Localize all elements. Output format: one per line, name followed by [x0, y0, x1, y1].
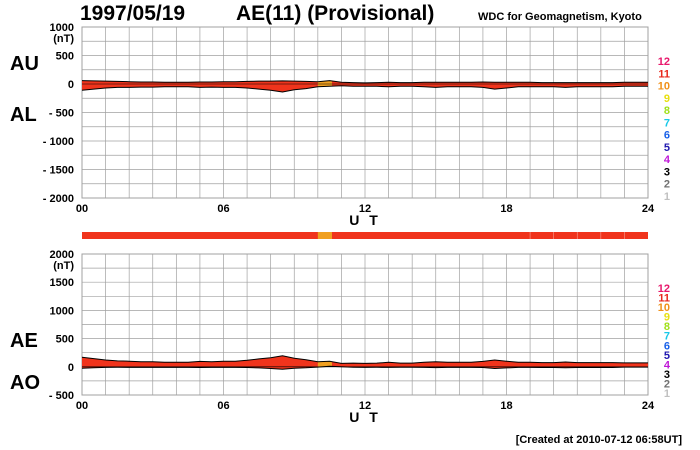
data-source-label: WDC for Geomagnetism, Kyoto — [478, 11, 642, 23]
legend-station-count: 4 — [664, 359, 671, 371]
legend-station-count: 12 — [658, 283, 670, 295]
series-label-al: AL — [10, 104, 37, 126]
legend-station-count: 5 — [664, 142, 670, 154]
series-label-ae: AE — [10, 330, 38, 352]
y-tick-label: 1500 — [50, 277, 74, 289]
plot-frame — [81, 26, 649, 199]
x-tick-label: 24 — [642, 400, 655, 412]
y-tick-label: 500 — [56, 51, 74, 63]
x-tick-label: 18 — [500, 400, 512, 412]
legend-station-count: 10 — [658, 81, 670, 93]
area-highlight — [317, 361, 332, 368]
y-tick-label: - 500 — [49, 390, 74, 402]
x-tick-label: 24 — [642, 203, 655, 215]
legend-station-count: 7 — [664, 117, 670, 129]
legend-station-count: 12 — [658, 56, 670, 68]
x-tick-label: 06 — [217, 400, 229, 412]
legend-station-count: 11 — [658, 293, 670, 305]
legend-station-count: 6 — [664, 130, 670, 142]
y-unit-label: (nT) — [53, 33, 74, 45]
chart-panel-au-al: 1000 500 0 - 500 - 1000 - 1500 - 2000 (nT) 00 06 1… — [10, 22, 671, 228]
plot-title: AE(11) (Provisional) — [236, 2, 435, 25]
x-tick-label: 00 — [76, 400, 88, 412]
legend-station-count: 9 — [664, 312, 670, 324]
station-bar-base — [82, 232, 648, 239]
plot-date: 1997/05/19 — [80, 2, 186, 25]
x-tick-label: 18 — [500, 203, 512, 215]
series-line-au — [81, 80, 648, 84]
y-tick-label: 2000 — [50, 249, 74, 261]
legend-station-count: 6 — [664, 340, 670, 352]
x-tick-label: 12 — [359, 400, 371, 412]
x-axis-label: U T — [349, 212, 381, 228]
y-tick-label: - 2000 — [43, 193, 74, 205]
legend-station-count: 3 — [664, 369, 670, 381]
series-label-au: AU — [10, 53, 39, 75]
legend-station-count: 8 — [664, 321, 670, 333]
station-bar-segment — [317, 232, 332, 239]
created-timestamp: [Created at 2010-07-12 06:58UT] — [515, 434, 682, 446]
station-coverage-bar — [82, 232, 648, 239]
x-tick-label: 12 — [359, 203, 371, 215]
y-tick-label: 0 — [68, 79, 74, 91]
legend-station-count: 4 — [664, 154, 671, 166]
series-line-ae — [81, 355, 648, 364]
x-tick-label: 06 — [217, 203, 229, 215]
legend-station-count: 8 — [664, 105, 670, 117]
y-tick-label: - 1500 — [43, 165, 74, 177]
series-line-al — [81, 85, 648, 93]
legend-station-count: 3 — [664, 166, 670, 178]
legend-station-count: 11 — [658, 68, 670, 80]
plot-frame — [81, 253, 649, 396]
legend-station-count: 2 — [664, 179, 670, 191]
series-label-ao: AO — [10, 372, 40, 394]
legend-station-count: 2 — [664, 378, 670, 390]
y-tick-label: 1000 — [50, 22, 74, 34]
legend-station-count: 9 — [664, 93, 670, 105]
legend-station-count: 10 — [658, 302, 670, 314]
area-ae-ao — [82, 355, 648, 370]
legend-station-count: 1 — [664, 191, 670, 203]
legend-station-count: 5 — [664, 350, 670, 362]
legend-station-count: 1 — [664, 388, 670, 400]
y-tick-label: - 500 — [49, 108, 74, 120]
y-tick-label: - 1000 — [43, 136, 74, 148]
y-unit-label: (nT) — [53, 260, 74, 272]
y-tick-label: 500 — [56, 334, 74, 346]
legend-station-count: 7 — [664, 331, 670, 343]
area-highlight — [317, 80, 332, 87]
series-line-ao — [81, 365, 648, 370]
x-axis-label: U T — [349, 409, 381, 425]
y-tick-label: 1000 — [50, 305, 74, 317]
y-tick-label: 0 — [68, 362, 74, 374]
x-tick-label: 00 — [76, 203, 88, 215]
